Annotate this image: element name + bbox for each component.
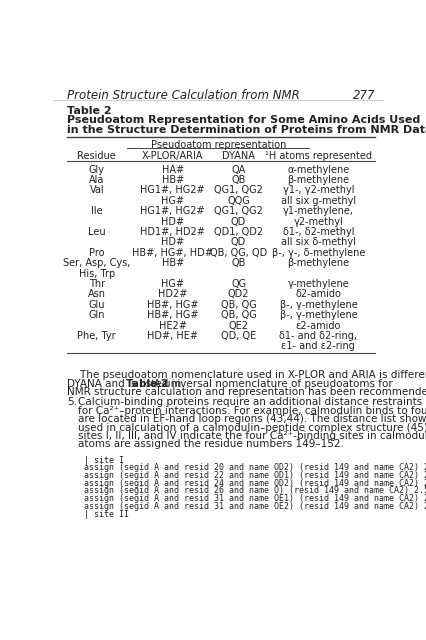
Text: assign (segid A and resid 22 and name OD1) (resid 149 and name CA2) 2.5 0.8 0.3: assign (segid A and resid 22 and name OD… [84, 471, 426, 480]
Text: Table 2: Table 2 [67, 106, 112, 116]
Text: are located in EF-hand loop regions (43,44). The distance list shown below was: are located in EF-hand loop regions (43,… [78, 414, 426, 424]
Text: γ-methylene: γ-methylene [287, 279, 348, 289]
Text: ε2-amido: ε2-amido [295, 321, 340, 330]
Text: HB#, HG#: HB#, HG# [147, 300, 198, 310]
Text: QB, QG: QB, QG [220, 300, 256, 310]
Text: QG1, QG2: QG1, QG2 [214, 186, 262, 195]
Text: assign (segid A and resid 26 and name O) (resid 149 and name CA2) 2.5 0.8 0.3: assign (segid A and resid 26 and name O)… [84, 486, 426, 495]
Text: assign (segid A and resid 20 and name OD2) (resid 149 and name CA2) 2.5 0.8 0.3: assign (segid A and resid 20 and name OD… [84, 463, 426, 472]
Text: . A universal nomenclature of pseudoatoms for: . A universal nomenclature of pseudoatom… [147, 379, 392, 388]
Text: Calcium-binding proteins require an additional distance restraints list to accou: Calcium-binding proteins require an addi… [78, 397, 426, 407]
Text: Phe, Tyr: Phe, Tyr [77, 331, 116, 341]
Text: | site I: | site I [84, 456, 124, 465]
Text: Residue: Residue [77, 152, 116, 161]
Text: Pseudoatom Representation for Some Amino Acids Used: Pseudoatom Representation for Some Amino… [67, 115, 420, 125]
Text: ¹H atoms represented: ¹H atoms represented [264, 152, 371, 161]
Text: Ala: Ala [89, 175, 104, 185]
Text: γ1-methylene,: γ1-methylene, [282, 206, 353, 216]
Text: assign (segid A and resid 31 and name OE1) (resid 149 and name CA2) 2.5 0.8 0.3: assign (segid A and resid 31 and name OE… [84, 494, 426, 503]
Text: QD, QE: QD, QE [221, 331, 256, 341]
Text: His, Trp: His, Trp [78, 269, 115, 278]
Text: Thr: Thr [89, 279, 105, 289]
Text: δ1- and δ2-ring,: δ1- and δ2-ring, [279, 331, 357, 341]
Text: δ1-, δ2-methyl: δ1-, δ2-methyl [282, 227, 353, 237]
Text: Ser, Asp, Cys,: Ser, Asp, Cys, [63, 258, 130, 268]
Text: Asn: Asn [88, 289, 106, 300]
Text: DYANA and is listed in: DYANA and is listed in [67, 379, 184, 388]
Text: ε1- and ε2-ring: ε1- and ε2-ring [281, 341, 354, 351]
Text: HE2#: HE2# [158, 321, 186, 330]
Text: 277: 277 [352, 89, 374, 102]
Text: sites I, II, III, and IV indicate the four Ca²⁺-binding sites in calmodulin. Cal: sites I, II, III, and IV indicate the fo… [78, 431, 426, 441]
Text: Val: Val [89, 186, 104, 195]
Text: Gly: Gly [89, 164, 104, 175]
Text: all six δ-methyl: all six δ-methyl [280, 237, 355, 247]
Text: HD1#, HD2#: HD1#, HD2# [140, 227, 204, 237]
Text: atoms are assigned the residue numbers 149–152.: atoms are assigned the residue numbers 1… [78, 440, 343, 449]
Text: Pro: Pro [89, 248, 104, 258]
Text: QD1, QD2: QD1, QD2 [213, 227, 262, 237]
Text: QG1, QG2: QG1, QG2 [214, 206, 262, 216]
Text: HG1#, HG2#: HG1#, HG2# [140, 186, 204, 195]
Text: | site II: | site II [84, 509, 129, 518]
Text: HG#: HG# [161, 279, 184, 289]
Text: DYANA: DYANA [222, 152, 254, 161]
Text: QD: QD [230, 237, 246, 247]
Text: all six g-methyl: all six g-methyl [280, 196, 355, 206]
Text: HD#: HD# [161, 237, 184, 247]
Text: β-methylene: β-methylene [287, 175, 348, 185]
Text: QB, QG, QD: QB, QG, QD [210, 248, 267, 258]
Text: 5.: 5. [67, 397, 77, 407]
Text: Glu: Glu [88, 300, 105, 310]
Text: QA: QA [231, 164, 245, 175]
Text: assign (segid A and resid 24 and name OD2) (resid 149 and name CA2) 2.5 0.8 0.3: assign (segid A and resid 24 and name OD… [84, 479, 426, 488]
Text: γ1-, γ2-methyl: γ1-, γ2-methyl [282, 186, 353, 195]
Text: Gln: Gln [88, 310, 105, 320]
Text: Pseudoatom representation: Pseudoatom representation [150, 140, 285, 150]
Text: QE2: QE2 [228, 321, 248, 330]
Text: Leu: Leu [88, 227, 105, 237]
Text: QQG: QQG [227, 196, 249, 206]
Text: The pseudoatom nomenclature used in X-PLOR and ARIA is different from: The pseudoatom nomenclature used in X-PL… [67, 370, 426, 380]
Text: HB#: HB# [161, 175, 184, 185]
Text: Ile: Ile [91, 206, 102, 216]
Text: QD: QD [230, 216, 246, 227]
Text: X-PLOR/ARIA: X-PLOR/ARIA [141, 152, 203, 161]
Text: NMR structure calculation and representation has been recommended (42).: NMR structure calculation and representa… [67, 387, 426, 397]
Text: α-methylene: α-methylene [287, 164, 349, 175]
Text: HA#: HA# [161, 164, 183, 175]
Text: in the Structure Determination of Proteins from NMR Data: in the Structure Determination of Protei… [67, 125, 426, 134]
Text: β-, γ-methylene: β-, γ-methylene [279, 300, 357, 310]
Text: QB: QB [231, 258, 245, 268]
Text: β-methylene: β-methylene [287, 258, 348, 268]
Text: HD2#: HD2# [158, 289, 187, 300]
Text: HB#, HG#, HD#: HB#, HG#, HD# [132, 248, 213, 258]
Text: for Ca²⁺–protein interactions. For example, calmodulin binds to four Ca²⁺, which: for Ca²⁺–protein interactions. For examp… [78, 406, 426, 415]
Text: HD#: HD# [161, 216, 184, 227]
Text: HB#, HG#: HB#, HG# [147, 310, 198, 320]
Text: δ2-amido: δ2-amido [295, 289, 340, 300]
Text: HB#: HB# [161, 258, 184, 268]
Text: QB: QB [231, 175, 245, 185]
Text: QB, QG: QB, QG [220, 310, 256, 320]
Text: γ2-methyl: γ2-methyl [293, 216, 343, 227]
Text: β-, γ-, δ-methylene: β-, γ-, δ-methylene [271, 248, 364, 258]
Text: HG#: HG# [161, 196, 184, 206]
Text: HD#, HE#: HD#, HE# [147, 331, 198, 341]
Text: assign (segid A and resid 31 and name OE2) (resid 149 and name CA2) 2.5 0.8 0.3: assign (segid A and resid 31 and name OE… [84, 502, 426, 511]
Text: HG1#, HG2#: HG1#, HG2# [140, 206, 204, 216]
Text: β-, γ-methylene: β-, γ-methylene [279, 310, 357, 320]
Text: Table 2: Table 2 [126, 379, 168, 388]
Text: Protein Structure Calculation from NMR: Protein Structure Calculation from NMR [67, 89, 299, 102]
Text: QG: QG [230, 279, 245, 289]
Text: QD2: QD2 [227, 289, 249, 300]
Text: used in calculation of a calmodulin–peptide complex structure (45). In the list,: used in calculation of a calmodulin–pept… [78, 422, 426, 433]
